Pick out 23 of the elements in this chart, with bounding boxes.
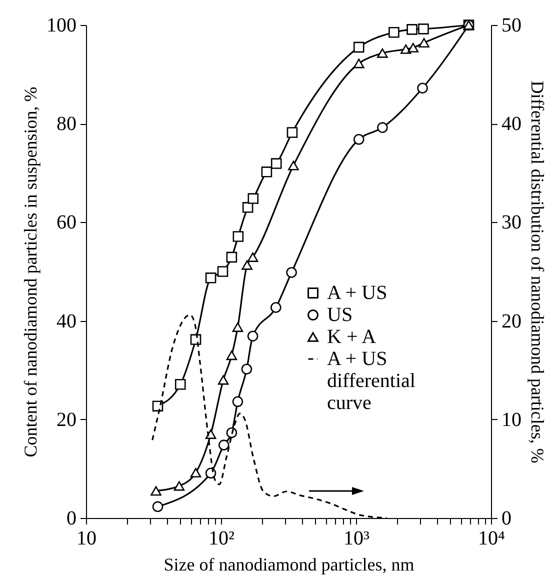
y-tick-label: 40 [56,310,76,332]
x-tick-label: 10 [76,528,96,550]
y2-tick-label: 30 [502,212,522,234]
y2-tick-label: 20 [502,310,522,332]
x-tick-label: 10² [208,528,234,550]
y2-tick-label: 0 [502,508,512,530]
legend-label: K + A [327,326,377,348]
y-axis-title: Content of nanodiamond particles in suspension, % [20,86,40,458]
y2-tick-label: 10 [502,408,522,431]
legend-label: US [327,304,353,326]
x-tick-label: 10³ [344,528,370,550]
y-tick-label: 80 [56,113,76,136]
legend-label: A + US [327,282,388,304]
y-tick-label: 60 [56,212,76,234]
y-tick-label: 0 [66,508,76,530]
y-tick-label: 100 [46,14,76,36]
y2-tick-label: 50 [502,14,522,36]
y-tick-label: 20 [56,408,76,431]
x-axis-title: Size of nanodiamond particles, nm [164,554,414,574]
x-tick-label: 10⁴ [478,528,506,550]
y2-tick-label: 40 [502,113,522,136]
y2-axis-title: Differential distribution of nanodiamond particles, % [528,80,548,464]
legend-label: A + US differential curve [327,348,416,414]
